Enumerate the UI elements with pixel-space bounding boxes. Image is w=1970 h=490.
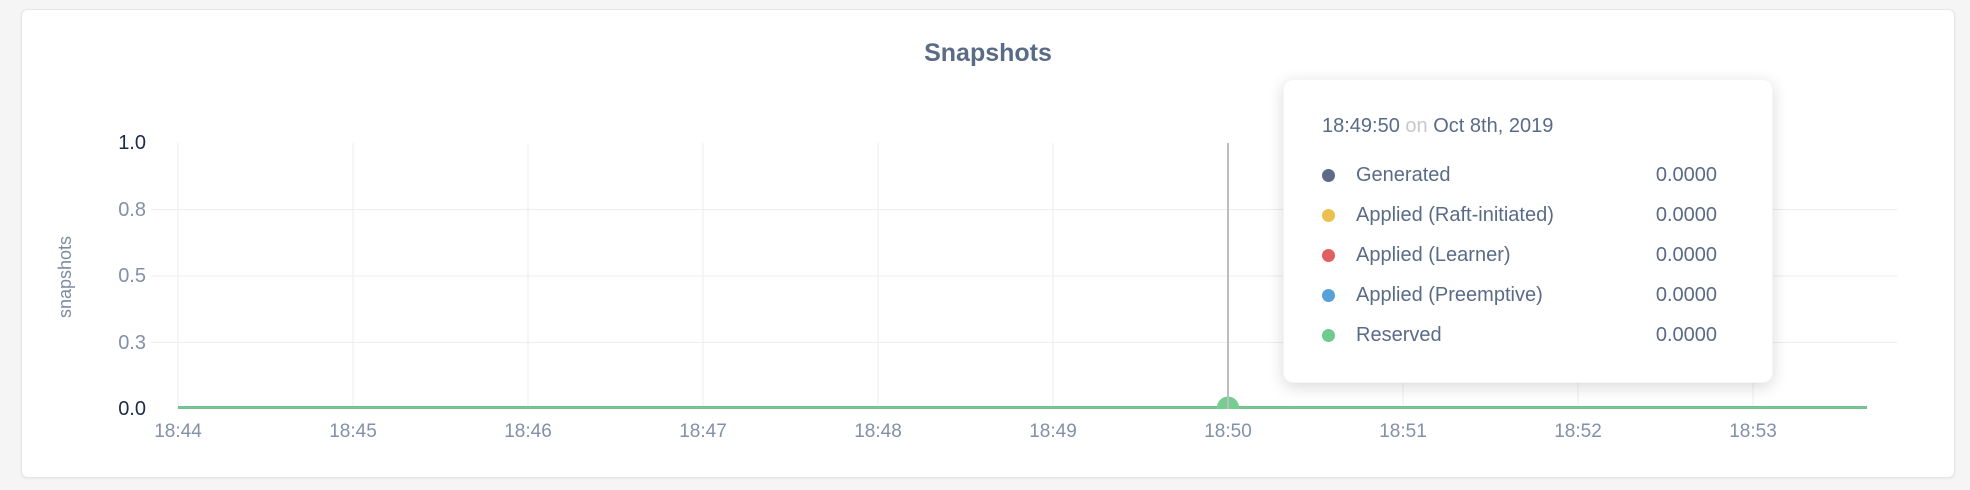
y-tick-label: 0.3 (118, 331, 146, 354)
series-value: 0.0000 (1655, 203, 1717, 226)
series-value: 0.0000 (1655, 243, 1717, 266)
x-tick-label: 18:47 (679, 421, 727, 442)
chart-card: Snapshots snapshots 0.0 0.3 0.5 0.8 1.0 18:4… (21, 9, 1955, 478)
series-dot-icon (1322, 288, 1335, 302)
x-tick-label: 18:45 (329, 421, 377, 442)
tooltip-rows: Generated 0.0000 Applied (Raft-initiated) 0… (1322, 155, 1717, 355)
x-tick-label: 18:46 (504, 421, 552, 442)
y-tick-label: 0.8 (118, 198, 146, 221)
x-tick-label: 18:48 (854, 421, 902, 442)
chart-title: Snapshots (924, 39, 1052, 67)
tooltip-series-row: Generated 0.0000 (1322, 155, 1717, 195)
tooltip-series-row: Reserved 0.0000 (1322, 315, 1717, 355)
tooltip-series-row: Applied (Preemptive) 0.0000 (1322, 275, 1717, 315)
tooltip-on-word: on (1405, 115, 1428, 137)
y-tick-label: 0.5 (118, 265, 146, 287)
tooltip-series-row: Applied (Learner) 0.0000 (1322, 235, 1717, 275)
x-tick-label: 18:44 (154, 421, 202, 442)
x-tick-label: 18:53 (1729, 421, 1777, 442)
series-label: Reserved (1356, 323, 1442, 346)
series-dot-icon (1322, 248, 1335, 262)
x-tick-label: 18:52 (1554, 421, 1602, 442)
tooltip-header: 18:49:50 on Oct 8th, 2019 (1322, 112, 1717, 140)
tooltip-series-row: Applied (Raft-initiated) 0.0000 (1322, 195, 1717, 235)
series-value: 0.0000 (1655, 283, 1717, 306)
series-label: Generated (1356, 163, 1451, 186)
series-dot-icon (1322, 328, 1335, 342)
series-label: Applied (Learner) (1356, 243, 1511, 266)
tooltip-date: Oct 8th, 2019 (1433, 115, 1554, 137)
x-tick-label: 18:50 (1204, 421, 1252, 442)
series-dot-icon (1322, 208, 1335, 222)
y-tick-label: 0.0 (118, 398, 146, 420)
x-tick-label: 18:51 (1379, 421, 1427, 442)
series-value: 0.0000 (1655, 323, 1717, 346)
series-value: 0.0000 (1655, 163, 1717, 186)
chart-tooltip: 18:49:50 on Oct 8th, 2019 Generated 0.000… (1283, 79, 1773, 383)
series-label: Applied (Preemptive) (1356, 283, 1543, 306)
series-dot-icon (1322, 168, 1335, 182)
x-tick-label: 18:49 (1029, 421, 1077, 442)
series-label: Applied (Raft-initiated) (1356, 203, 1554, 226)
y-tick-label: 1.0 (118, 132, 146, 154)
tooltip-time: 18:49:50 (1322, 115, 1400, 137)
